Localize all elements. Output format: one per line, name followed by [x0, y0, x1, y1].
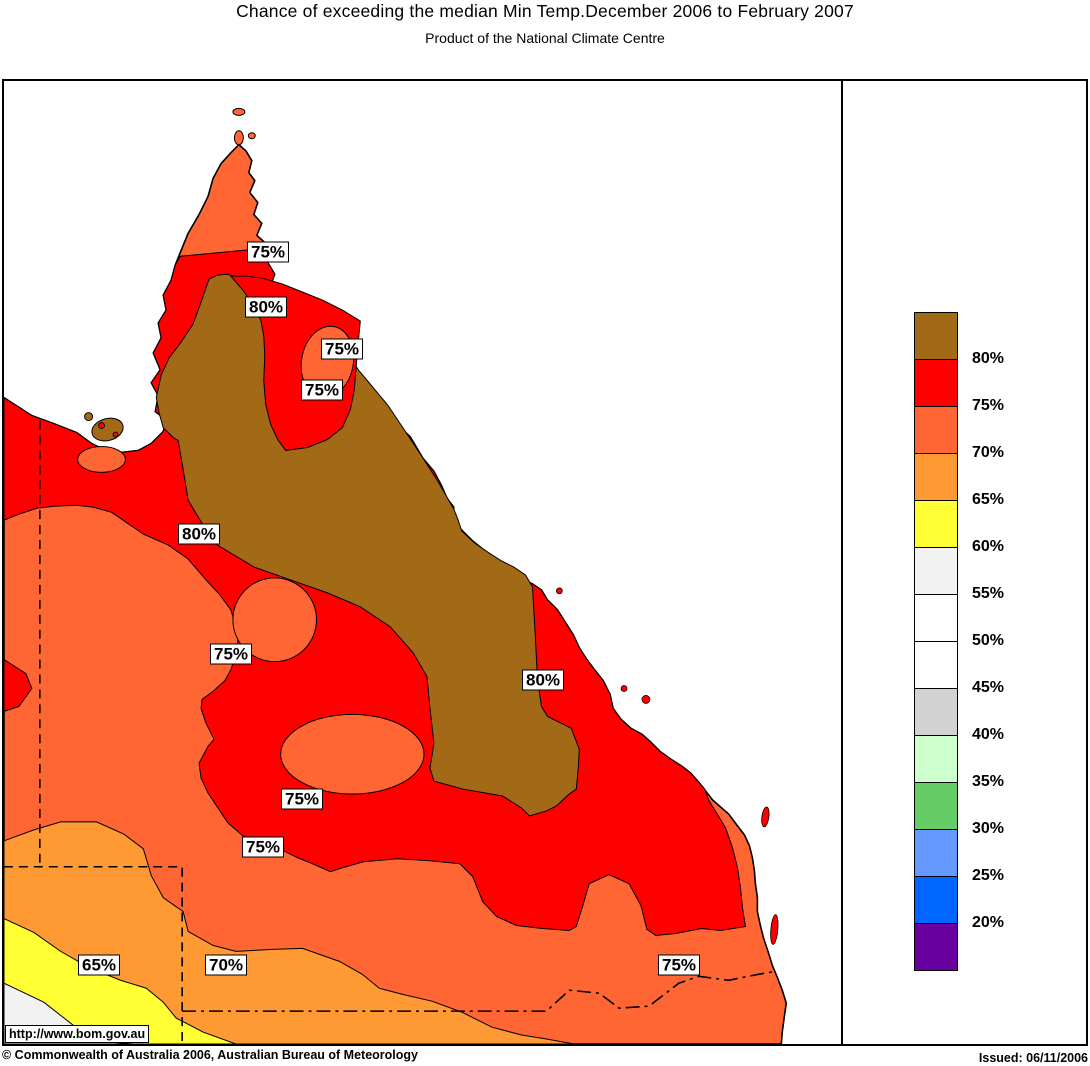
region-75-80-west-wedge: [4, 659, 33, 712]
small-gulf-island: [84, 412, 94, 422]
legend-label: 25%: [972, 867, 1005, 884]
legend-label: 60%: [972, 538, 1005, 555]
legend-swatch: [914, 876, 958, 924]
legend-swatch: [914, 312, 958, 360]
contour-label: 70%: [204, 954, 248, 976]
east-coast-island-1: [555, 587, 563, 595]
map-canvas: 75% 80% 75% 75% 80% 75% 80% 75% 75% 65% 70% 75% htt…: [4, 81, 841, 1044]
legend-swatch: [914, 547, 958, 595]
mornington-red-spot-1: [98, 422, 105, 429]
contour-label: 65%: [77, 954, 121, 976]
legend-swatch: [914, 594, 958, 642]
legend-label: 75%: [972, 397, 1005, 414]
legend-label: 80%: [972, 350, 1005, 367]
mornington-island: [91, 417, 124, 442]
page-title: Chance of exceeding the median Min Temp.…: [236, 1, 854, 21]
legend-swatch: [914, 923, 958, 971]
contour-label: 75%: [657, 954, 701, 976]
legend-swatch: [914, 406, 958, 454]
legend-swatch: [914, 453, 958, 501]
map-panel: 75% 80% 75% 75% 80% 75% 80% 75% 75% 65% 70% 75% htt…: [2, 79, 843, 1046]
legend-swatch: [914, 359, 958, 407]
contour-label: 75%: [280, 788, 324, 810]
east-coast-island-2: [620, 685, 628, 692]
legend-label: 20%: [972, 914, 1005, 931]
contour-label: 80%: [177, 523, 221, 545]
fraser-island-sliver-2: [770, 914, 779, 945]
region-60-65: [4, 917, 237, 1044]
contour-label: 75%: [246, 241, 290, 263]
torres-island-1: [232, 107, 246, 116]
contour-label: 75%: [209, 643, 253, 665]
legend-label: 50%: [972, 632, 1005, 649]
legend-swatch: [914, 688, 958, 736]
legend-panel: 80% 75% 70% 65% 60% 55% 50% 45% 40% 35% 30% 25% 20%: [841, 79, 1088, 1046]
legend-swatch: [914, 500, 958, 548]
pocket-70-75-b: [280, 713, 425, 795]
contour-label: 75%: [300, 379, 344, 401]
legend-label: 35%: [972, 773, 1005, 790]
bom-url-watermark: http://www.bom.gov.au: [5, 1025, 150, 1043]
legend-label: 40%: [972, 726, 1005, 743]
copyright-text: © Commonwealth of Australia 2006, Austra…: [2, 1048, 418, 1062]
pocket-70-75-gulf: [77, 445, 126, 473]
contour-label: 80%: [521, 669, 565, 691]
legend-label: 70%: [972, 444, 1005, 461]
legend-label: 30%: [972, 820, 1005, 837]
torres-island-3: [247, 132, 256, 140]
east-coast-island-3: [641, 695, 651, 704]
queensland-map-svg: [4, 107, 788, 1044]
legend-label: 55%: [972, 585, 1005, 602]
fraser-island-sliver-1: [761, 806, 770, 828]
qld-nsw-border-line: [182, 970, 777, 1012]
region-75-80-band: [229, 275, 361, 451]
contour-label: 75%: [241, 836, 285, 858]
legend-swatch: [914, 829, 958, 877]
legend-swatch: [914, 641, 958, 689]
legend-swatch: [914, 735, 958, 783]
legend-label: 45%: [972, 679, 1005, 696]
mornington-red-spot-2: [112, 431, 119, 438]
issued-date-text: Issued: 06/11/2006: [978, 1051, 1088, 1065]
page-subtitle: Product of the National Climate Centre: [425, 30, 665, 46]
legend-swatch: [914, 782, 958, 830]
contour-label: 80%: [244, 296, 288, 318]
pocket-70-75-a: [232, 577, 318, 663]
contour-label: 75%: [320, 338, 364, 360]
torres-island-2: [233, 130, 244, 146]
legend-label: 65%: [972, 491, 1005, 508]
